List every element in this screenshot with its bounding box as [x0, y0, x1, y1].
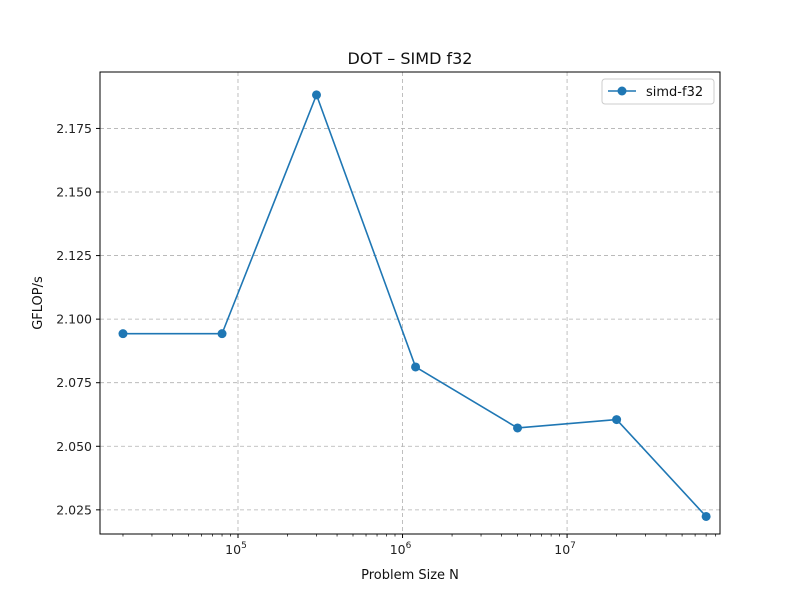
- legend: simd-f32: [601, 78, 715, 105]
- legend-label-simd-f32: simd-f32: [646, 85, 703, 100]
- y-tick-label: 2.175: [56, 121, 92, 136]
- data-point: [411, 362, 421, 372]
- legend-marker-simd-f32: [617, 86, 627, 96]
- data-point: [612, 415, 622, 425]
- data-point: [311, 90, 321, 100]
- legend-box: [601, 78, 715, 105]
- y-axis-label: GFLOP/s: [31, 276, 46, 330]
- y-tick-label: 2.050: [56, 439, 92, 454]
- chart-title: DOT – SIMD f32: [348, 49, 473, 68]
- data-point: [118, 329, 128, 339]
- series-layer: [118, 90, 711, 521]
- plot-frame: [99, 71, 721, 535]
- x-axis-label: Problem Size N: [361, 568, 459, 583]
- y-tick-label: 2.075: [56, 375, 92, 390]
- data-point: [217, 329, 227, 339]
- y-tick-label: 2.025: [56, 502, 92, 517]
- data-point: [701, 511, 711, 521]
- grid: [100, 72, 720, 534]
- y-tick-label: 2.150: [56, 185, 92, 200]
- data-point: [513, 423, 523, 433]
- y-tick-label: 2.125: [56, 248, 92, 263]
- y-tick-label: 2.100: [56, 312, 92, 327]
